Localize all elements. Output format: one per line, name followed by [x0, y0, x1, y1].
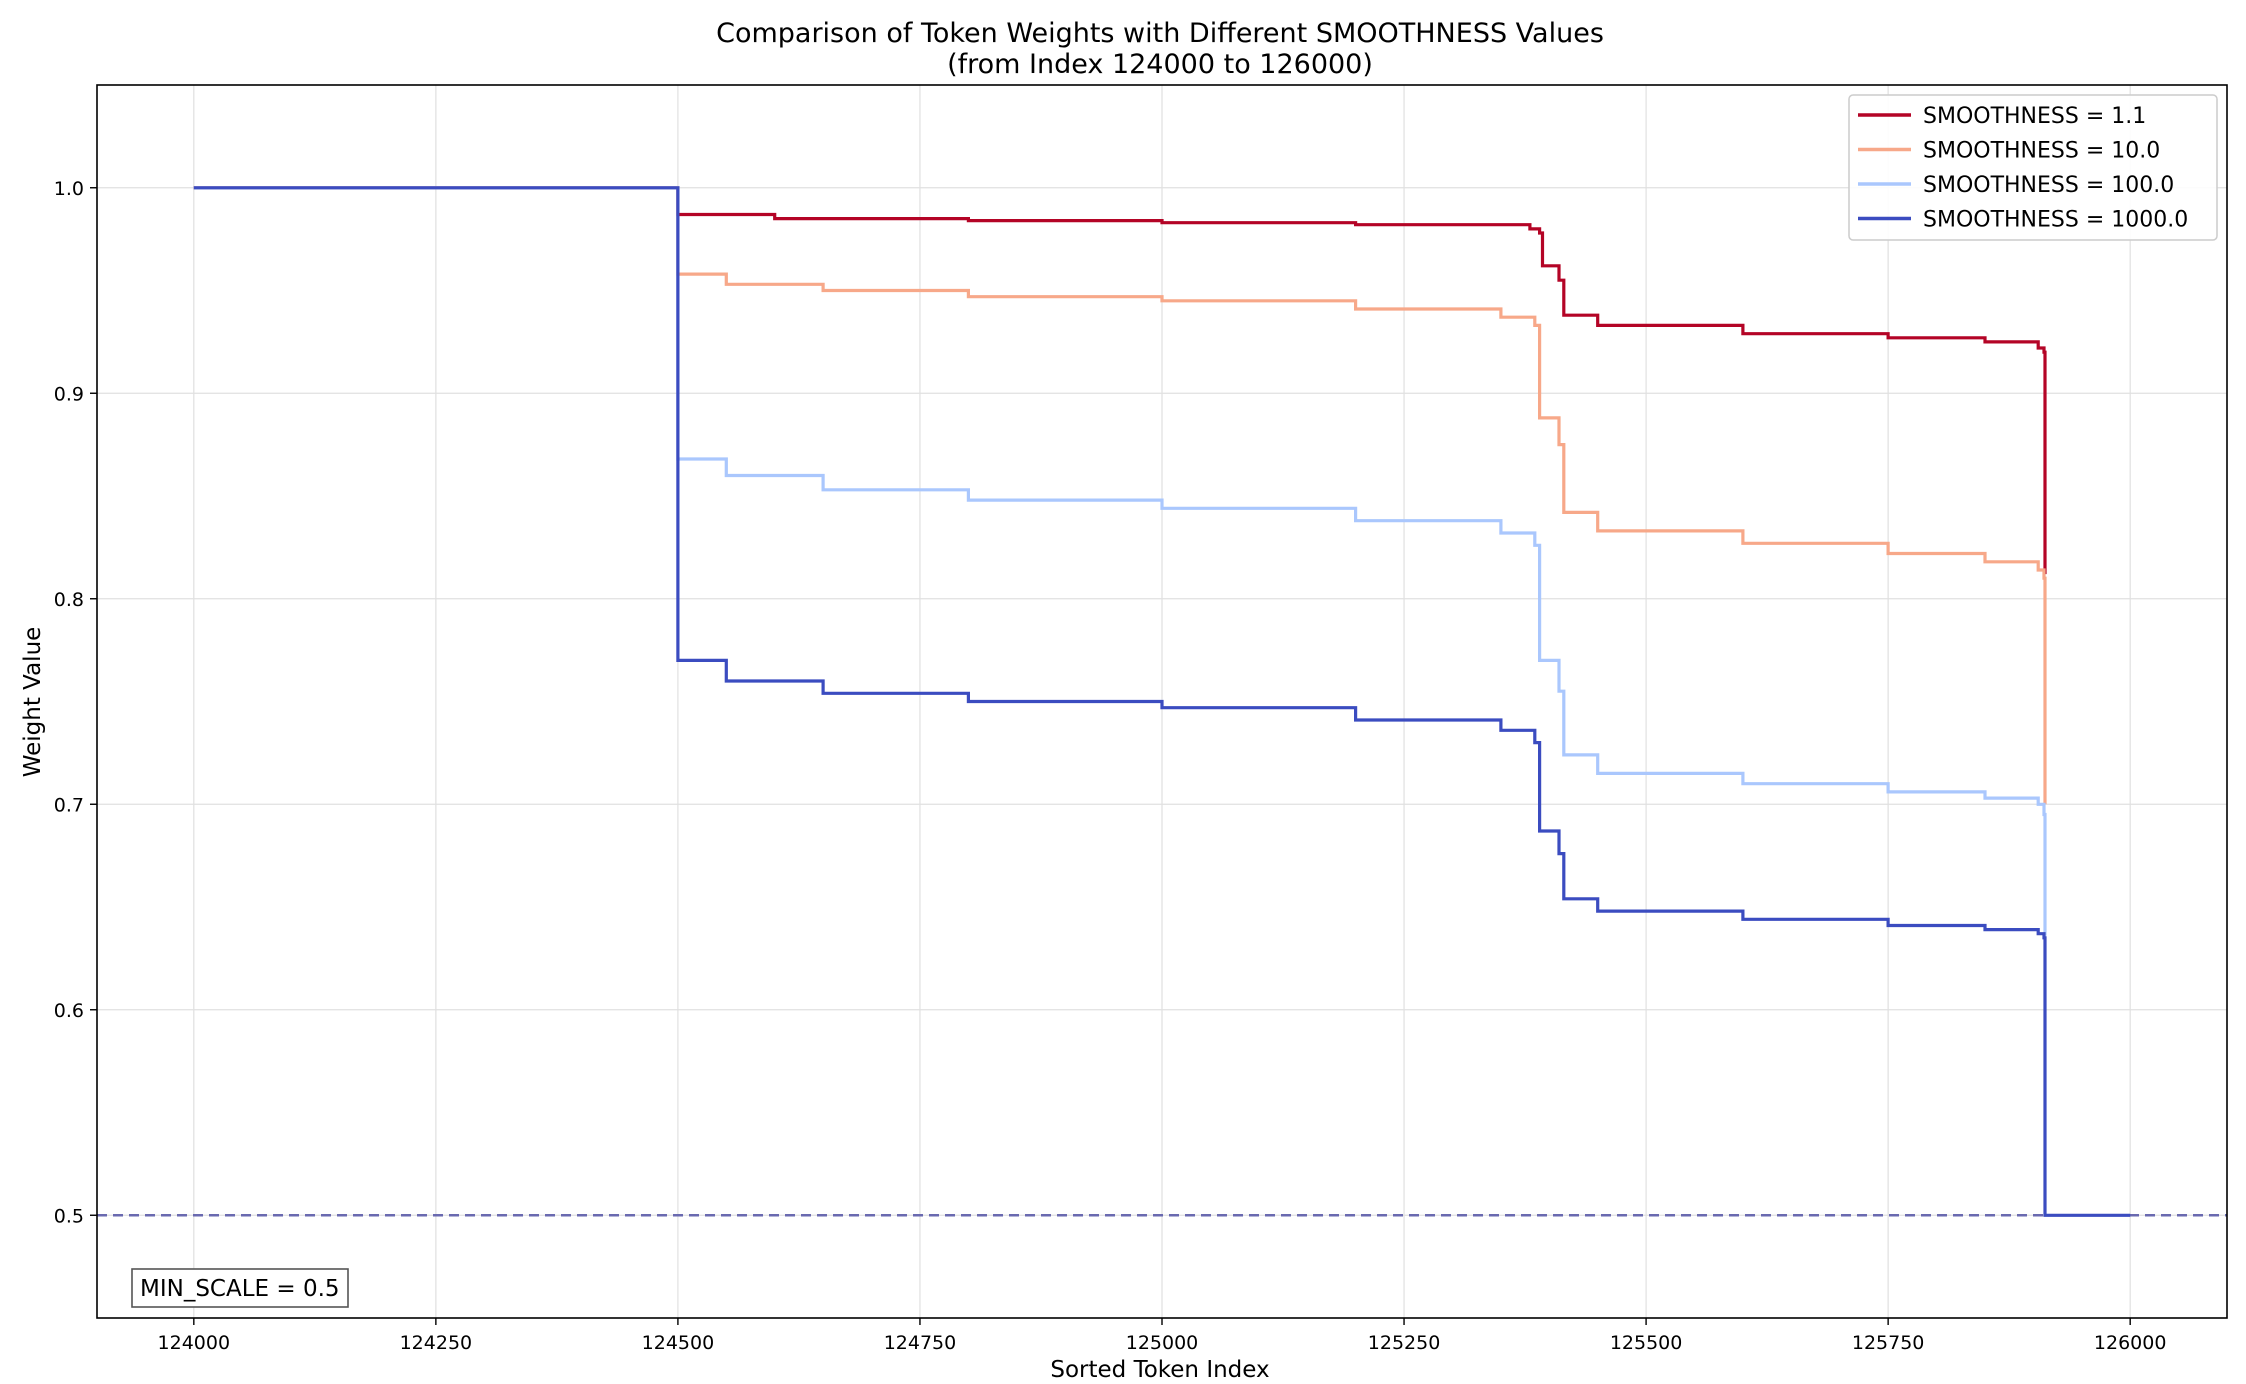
legend: SMOOTHNESS = 1.1 SMOOTHNESS = 10.0 SMOOTHN…	[1848, 94, 2218, 241]
series-line-3	[193, 186, 2047, 936]
y-tick-label: 0.8	[54, 589, 84, 611]
legend-label: SMOOTHNESS = 1.1	[1923, 104, 2146, 129]
x-tick-label: 124500	[642, 1332, 715, 1354]
x-axis-label: Sorted Token Index	[1050, 1357, 1269, 1383]
x-tick-label: 125750	[1852, 1332, 1925, 1354]
chart-subtitle: (from Index 124000 to 126000)	[947, 49, 1373, 80]
series-line-2	[193, 186, 2047, 805]
x-tick-label: 124000	[158, 1332, 231, 1354]
x-tick-label: 125000	[1126, 1332, 1199, 1354]
x-tick-label: 124250	[400, 1332, 473, 1354]
x-tick-label: 125500	[1610, 1332, 1683, 1354]
y-tick-label: 1.0	[54, 178, 84, 200]
y-tick-label: 0.5	[54, 1205, 84, 1227]
y-tick-label: 0.6	[54, 1000, 84, 1022]
legend-label: SMOOTHNESS = 10.0	[1923, 139, 2160, 164]
x-tick-label: 124750	[884, 1332, 957, 1354]
series-line-1	[193, 186, 2047, 575]
y-tick-label: 0.9	[54, 383, 84, 405]
legend-label: SMOOTHNESS = 100.0	[1923, 173, 2174, 198]
legend-box	[1848, 94, 2218, 241]
y-axis-label: Weight Value	[20, 627, 46, 778]
chart-title: Comparison of Token Weights with Differe…	[716, 18, 1604, 49]
x-tick-label: 126000	[2094, 1332, 2167, 1354]
series-layer	[193, 186, 2131, 1217]
legend-label: SMOOTHNESS = 1000.0	[1923, 208, 2188, 233]
series-line-4	[193, 186, 2131, 1217]
x-tick-label: 125250	[1368, 1332, 1441, 1354]
y-tick-label: 0.7	[54, 794, 84, 816]
annotation-box	[131, 1268, 349, 1308]
annotation-text: MIN_SCALE = 0.5	[140, 1276, 340, 1302]
y-axis-ticks: 0.5 0.6 0.7 0.8 0.9 1.0	[54, 178, 97, 1227]
min-scale-annotation: MIN_SCALE = 0.5	[131, 1268, 349, 1308]
x-axis-ticks: 124000 124250 124500 124750 125000 125250 1255…	[158, 1318, 2167, 1354]
